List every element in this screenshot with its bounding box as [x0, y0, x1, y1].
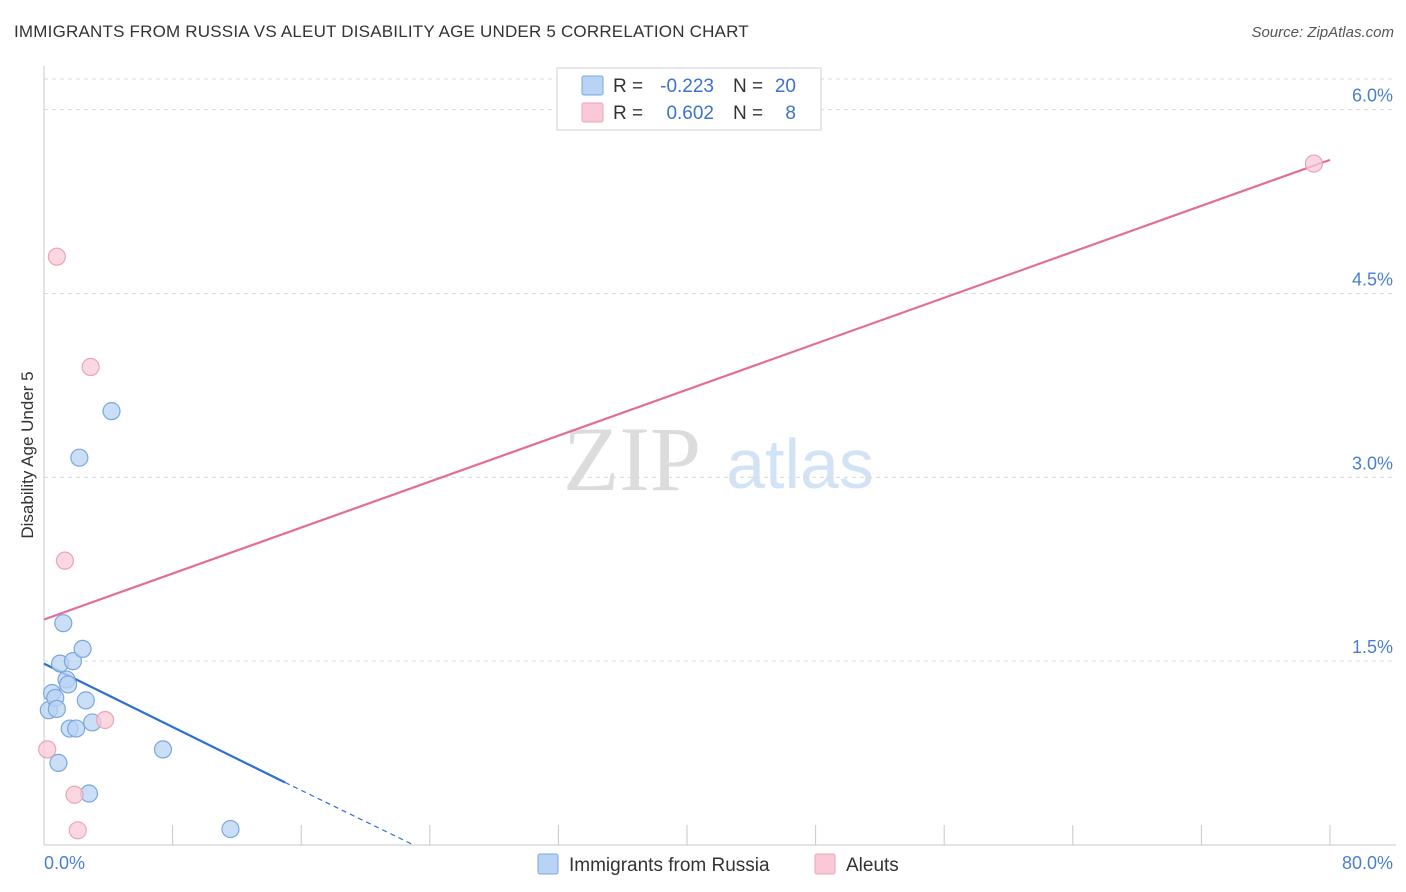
- watermark-zip: ZIP: [563, 408, 701, 510]
- trendline-extension-blue: [284, 781, 414, 846]
- point-blue: [54, 614, 73, 633]
- series-legend-swatch-pink: [814, 853, 836, 875]
- x-tick-label-min: 0.0%: [44, 853, 85, 873]
- legend-n-label-blue: N =: [733, 76, 763, 97]
- series-legend-label-blue: Immigrants from Russia: [569, 855, 770, 876]
- y-tick-label: 4.5%: [1352, 269, 1393, 289]
- data-points: [38, 154, 1324, 840]
- point-blue: [63, 652, 83, 671]
- chart-title: IMMIGRANTS FROM RUSSIA VS ALEUT DISABILI…: [14, 22, 749, 41]
- trendlines: [43, 158, 1331, 846]
- point-blue: [59, 675, 78, 694]
- point-pink: [95, 710, 115, 730]
- y-axis-label: Disability Age Under 5: [18, 371, 37, 538]
- point-pink: [55, 551, 74, 570]
- legend-swatch-pink: [581, 102, 604, 123]
- point-pink: [1304, 154, 1324, 173]
- y-tick-label: 6.0%: [1352, 86, 1393, 106]
- trendline-pink: [43, 158, 1331, 621]
- point-pink: [68, 821, 87, 840]
- watermark-atlas: atlas: [726, 425, 874, 503]
- point-blue: [221, 819, 240, 839]
- y-tick-label: 1.5%: [1352, 637, 1393, 657]
- point-pink: [81, 357, 100, 377]
- trendline-blue: [43, 662, 286, 784]
- point-blue: [102, 402, 121, 421]
- point-blue: [153, 740, 173, 759]
- legend-r-value-pink: 0.602: [666, 103, 714, 124]
- point-blue: [49, 753, 68, 772]
- axes: 1.5% 3.0% 4.5% 6.0%: [43, 66, 1396, 846]
- series-legend: Immigrants from Russia Aleuts: [537, 853, 899, 876]
- point-blue: [47, 699, 66, 719]
- source-label: Source: ZipAtlas.com: [1251, 24, 1394, 41]
- correlation-legend: R = -0.223 N = 20 R = 0.602 N = 8: [556, 67, 822, 131]
- legend-n-label-pink: N =: [733, 103, 763, 124]
- y-tick-label: 3.0%: [1352, 453, 1393, 473]
- point-pink: [65, 785, 84, 804]
- point-pink: [47, 247, 66, 266]
- legend-n-value-pink: 8: [785, 103, 796, 124]
- point-blue: [73, 639, 92, 659]
- legend-r-label-blue: R =: [613, 76, 643, 97]
- legend-n-value-blue: 20: [775, 76, 796, 97]
- point-blue: [76, 691, 95, 710]
- series-legend-swatch-blue: [537, 853, 559, 875]
- legend-r-label-pink: R =: [613, 103, 643, 124]
- series-legend-label-pink: Aleuts: [846, 855, 899, 876]
- legend-r-value-blue: -0.223: [660, 76, 714, 97]
- point-blue: [67, 719, 86, 738]
- point-pink: [38, 740, 57, 759]
- point-blue: [70, 448, 89, 467]
- grid: [44, 78, 1396, 662]
- legend-swatch-blue: [581, 75, 604, 96]
- x-tick-label-max: 80.0%: [1342, 853, 1393, 873]
